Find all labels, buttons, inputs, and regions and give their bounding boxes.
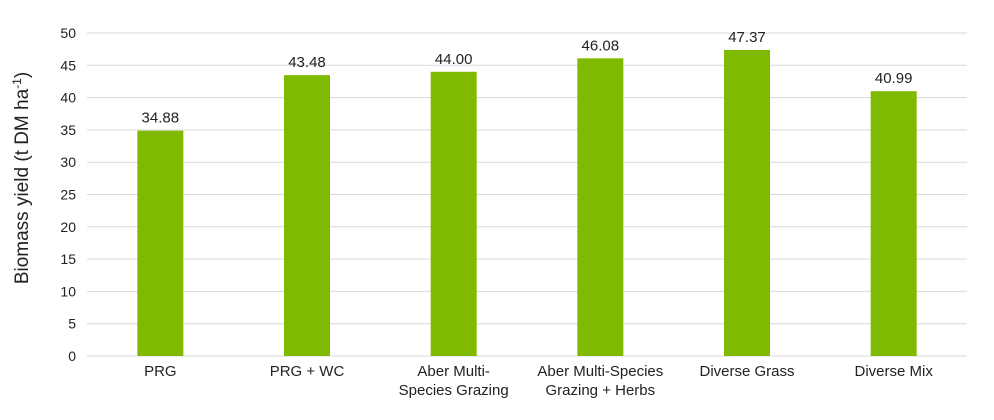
category-label-line: Aber Multi- (417, 363, 490, 380)
data-labels: 34.88 43.48 44.00 46.08 47.37 40.99 (142, 29, 913, 127)
y-axis-ticks: 0 5 10 15 20 25 30 35 40 45 50 (60, 25, 76, 364)
y-axis-title-suffix: ) (12, 72, 33, 78)
data-label-3: 46.08 (582, 37, 620, 54)
category-label-1: PRG + WC (270, 363, 345, 380)
y-tick-label: 20 (60, 219, 76, 235)
data-label-4: 47.37 (728, 29, 766, 46)
data-label-2: 44.00 (435, 51, 473, 68)
y-tick-label: 30 (60, 154, 76, 170)
y-tick-label: 40 (60, 90, 76, 106)
bar-0 (137, 130, 184, 356)
category-label-line: PRG + WC (270, 363, 345, 380)
category-label-0: PRG (144, 363, 177, 380)
data-label-1: 43.48 (288, 54, 326, 71)
y-axis-title-superscript: -1 (10, 78, 24, 89)
category-label-4: Diverse Grass (699, 363, 794, 380)
bar-3 (577, 58, 624, 356)
y-tick-label: 35 (60, 122, 76, 138)
category-label-line: PRG (144, 363, 177, 380)
y-tick-label: 5 (68, 316, 76, 332)
category-label-line: Grazing + Herbs (546, 382, 656, 399)
bars (137, 49, 917, 357)
bar-1 (284, 75, 330, 356)
y-tick-label: 25 (60, 187, 76, 203)
y-tick-label: 0 (68, 348, 76, 364)
y-tick-label: 15 (60, 251, 76, 267)
bar-4 (724, 49, 770, 356)
category-label-3: Aber Multi-Species Grazing + Herbs (537, 363, 663, 399)
x-axis-categories: PRG PRG + WC Aber Multi-Species GrazingAbe… (144, 363, 933, 399)
category-label-line: Aber Multi-Species (537, 363, 663, 380)
grid-lines (87, 32, 967, 357)
category-label-5: Diverse Mix (854, 363, 933, 380)
category-label-line: Diverse Mix (854, 363, 933, 380)
y-tick-label: 50 (60, 25, 76, 41)
bar-2 (430, 71, 477, 356)
data-label-0: 34.88 (142, 110, 180, 127)
y-tick-label: 10 (60, 283, 76, 299)
y-axis-title: Biomass yield (t DM ha-1) (10, 72, 33, 284)
data-label-5: 40.99 (875, 70, 913, 87)
bar-5 (870, 91, 917, 357)
category-label-line: Species Grazing (399, 382, 509, 399)
y-tick-label: 45 (60, 57, 76, 73)
category-label-line: Diverse Grass (699, 363, 794, 380)
y-axis-title-main: Biomass yield (t DM ha (12, 88, 33, 284)
category-label-2: Aber Multi- Species Grazing (399, 363, 509, 399)
